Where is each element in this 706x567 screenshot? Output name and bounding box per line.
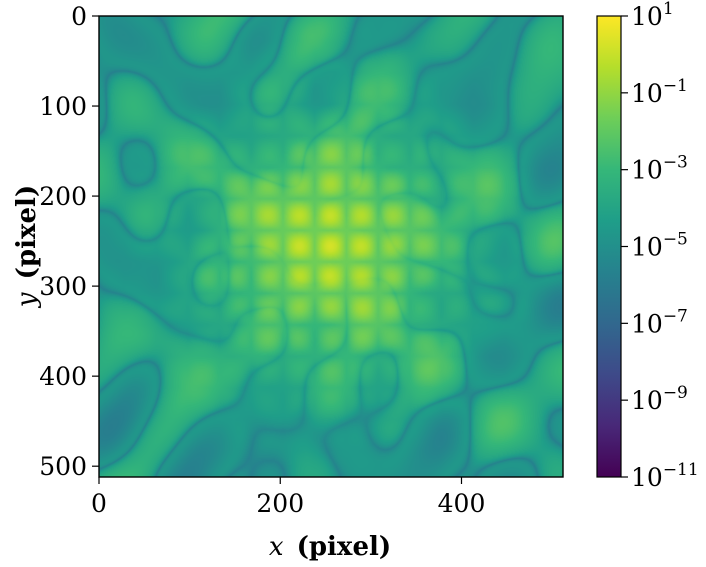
y-tick-label: 0 bbox=[71, 2, 87, 31]
y-tick-label: 200 bbox=[39, 182, 87, 211]
x-axis-unit: (pixel) bbox=[297, 532, 392, 562]
colorbar-tick-exp: −11 bbox=[663, 460, 699, 480]
colorbar-tick-exp: −1 bbox=[663, 76, 688, 96]
colorbar-tick-label: 10−7 bbox=[631, 306, 688, 338]
colorbar-tick-base: 10 bbox=[631, 79, 663, 108]
colorbar-tick-label: 101 bbox=[631, 0, 674, 31]
y-axis-unit: (pixel) bbox=[12, 185, 42, 280]
x-axis-var: x bbox=[269, 532, 284, 562]
colorbar-tick-base: 10 bbox=[631, 309, 663, 338]
x-tick-label: 0 bbox=[91, 489, 107, 518]
colorbar bbox=[597, 16, 621, 477]
colorbar-tick-base: 10 bbox=[631, 233, 663, 262]
colorbar-tick-label: 10−9 bbox=[631, 383, 688, 415]
colorbar-tick-label: 10−3 bbox=[631, 153, 688, 185]
y-tick-label: 300 bbox=[39, 272, 87, 301]
colorbar-tick-exp: −9 bbox=[663, 383, 688, 403]
y-tick-label: 100 bbox=[39, 92, 87, 121]
colorbar-tick-base: 10 bbox=[631, 463, 663, 492]
colorbar-tick-exp: −5 bbox=[663, 230, 688, 250]
y-tick-label: 500 bbox=[39, 452, 87, 481]
colorbar-tick-exp: −3 bbox=[663, 153, 688, 173]
colorbar-tick-label: 10−5 bbox=[631, 230, 688, 262]
colorbar-tick-base: 10 bbox=[631, 156, 663, 185]
y-axis-var: y bbox=[12, 292, 42, 308]
x-tick-label: 400 bbox=[438, 489, 486, 518]
heatmap-image-holder bbox=[99, 16, 563, 477]
plot-frame bbox=[98, 15, 564, 478]
y-axis-label: y (pixel) bbox=[12, 185, 42, 308]
colorbar-tick-exp: 1 bbox=[663, 0, 674, 19]
colorbar-tick-label: 10−11 bbox=[631, 460, 699, 492]
colorbar-tick-exp: −7 bbox=[663, 306, 688, 326]
y-axis: 0 100 200 300 400 500 bbox=[39, 2, 99, 481]
x-tick-label: 200 bbox=[256, 489, 304, 518]
colorbar-tick-base: 10 bbox=[631, 2, 663, 31]
colorbar-tick-label: 10−1 bbox=[631, 76, 688, 108]
y-tick-label: 400 bbox=[39, 362, 87, 391]
x-axis: 0 200 400 bbox=[91, 477, 485, 518]
colorbar-tick-base: 10 bbox=[631, 386, 663, 415]
x-axis-label: x (pixel) bbox=[269, 532, 391, 562]
heatmap-image bbox=[99, 16, 563, 477]
